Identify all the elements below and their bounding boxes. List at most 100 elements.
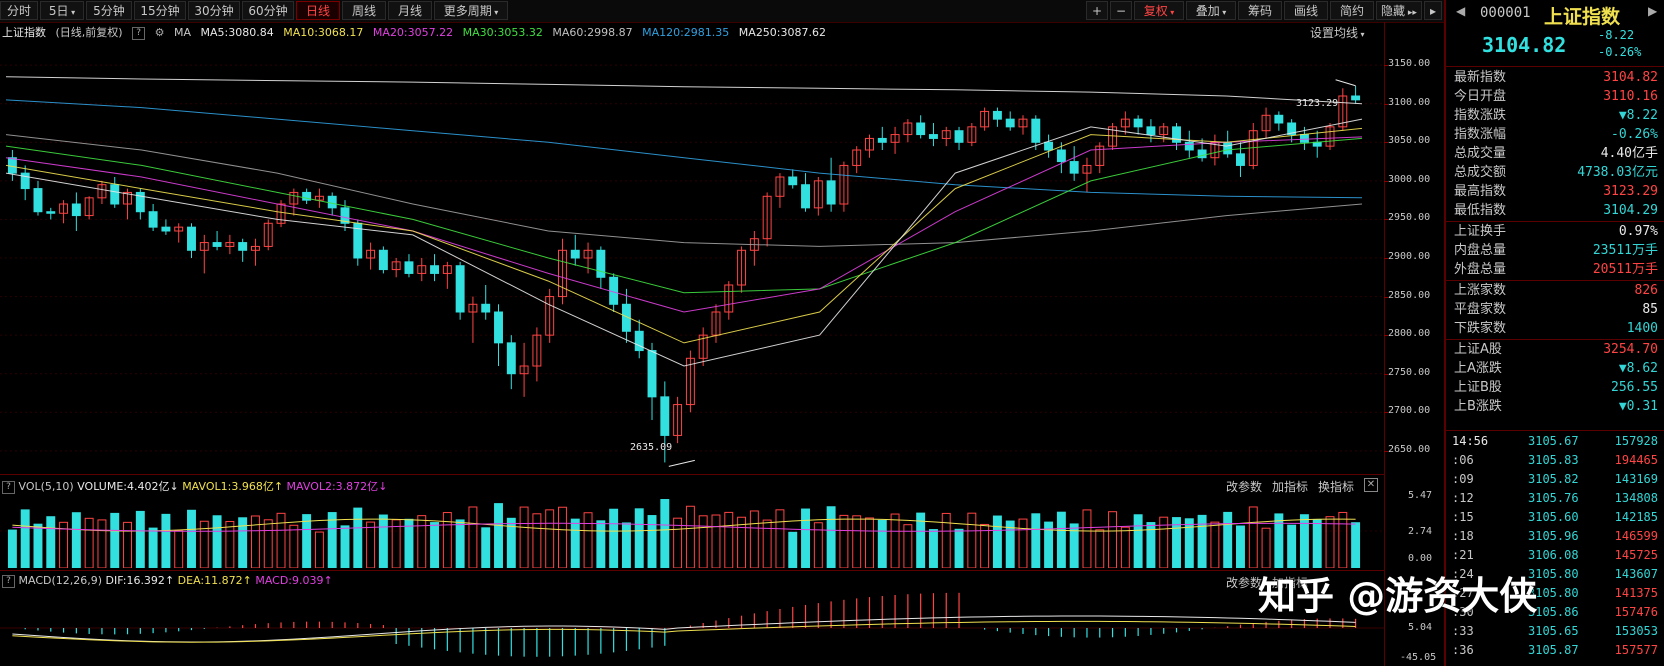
volume-bar — [711, 514, 721, 568]
tick-row: 14:56 3105.67 157928 — [1448, 432, 1662, 451]
volume-bar — [1044, 521, 1054, 568]
caret-right-icon[interactable]: ▶ — [1648, 4, 1658, 18]
tick-row: :36 3105.87 157577 — [1448, 641, 1662, 660]
watermark: 知乎 @游资大侠 — [1258, 574, 1538, 618]
tab-daily[interactable]: 日线 — [296, 1, 340, 20]
dea-value: DEA:11.872 — [177, 574, 243, 587]
candle-body — [1210, 141, 1220, 159]
candle-body — [442, 265, 452, 274]
high-annotation-leader — [1335, 79, 1356, 87]
help-icon[interactable]: ? — [132, 26, 146, 40]
tab-minute[interactable]: 分时 — [0, 1, 38, 20]
volume-bar — [59, 521, 69, 568]
tab-more-periods[interactable]: 更多周期 ▾ — [434, 1, 508, 20]
candle-body — [788, 176, 798, 186]
volume-bar — [865, 517, 874, 568]
macd-label: MACD(12,26,9) — [18, 574, 103, 587]
volume-bar — [225, 520, 235, 568]
quote-row-label: 上证A股 — [1454, 342, 1502, 357]
volume-bar — [1338, 511, 1348, 568]
price-change-pct: -0.26% — [1598, 45, 1642, 59]
axis-tick — [1384, 296, 1388, 298]
tick-volume: 141375 — [1614, 586, 1658, 600]
candle-body — [59, 203, 69, 214]
chart-mode: (日线,前复权) — [55, 26, 123, 39]
zoom-out-button[interactable]: − — [1110, 1, 1132, 20]
tab-30min[interactable]: 30分钟 — [188, 1, 240, 20]
tab-15min[interactable]: 15分钟 — [134, 1, 186, 20]
quote-row-value: 85 — [1642, 302, 1658, 317]
chips-button[interactable]: 筹码 — [1238, 1, 1282, 20]
candle-body — [660, 396, 670, 436]
vol-swap-indicator[interactable]: 换指标 — [1318, 480, 1355, 494]
arrow-up-icon: ↑ — [323, 574, 333, 587]
axis-tick — [1384, 180, 1388, 182]
tab-weekly[interactable]: 周线 — [342, 1, 386, 20]
draw-button[interactable]: 画线 — [1284, 1, 1328, 20]
macd-add-indicator[interactable]: 加指标 — [1272, 576, 1309, 590]
axis-tick — [1384, 450, 1388, 452]
candle-body — [775, 176, 785, 197]
overlay-button[interactable]: 叠加 ▾ — [1186, 1, 1236, 20]
quote-row: 内盘总量 23511万手 — [1454, 241, 1658, 260]
candle-body — [1325, 126, 1335, 147]
tick-row: :18 3105.96 146599 — [1448, 527, 1662, 546]
candle-body — [174, 226, 184, 232]
volume-bar — [123, 521, 132, 568]
scroll-right-button[interactable]: ▸ — [1424, 1, 1442, 20]
ma30-line — [5, 137, 1363, 294]
axis-tick — [1384, 373, 1388, 375]
macd-legend: ? MACD(12,26,9) DIF:16.392↑ DEA:11.872↑ … — [2, 574, 333, 588]
tab-5min[interactable]: 5分钟 — [86, 1, 132, 20]
candle-body — [84, 197, 94, 217]
help-icon[interactable]: ? — [2, 574, 15, 588]
tick-price: 3105.80 — [1528, 586, 1579, 600]
volume-bar — [545, 509, 555, 568]
quote-row: 上证换手 0.97% — [1454, 222, 1658, 241]
tab-5day[interactable]: 5日 ▾ — [40, 1, 84, 20]
candle-body — [1031, 118, 1041, 143]
close-icon[interactable]: ✕ — [1364, 478, 1378, 492]
volume-bar — [71, 512, 81, 568]
quote-row-label: 最高指数 — [1454, 184, 1507, 199]
volume-bar — [916, 512, 926, 568]
candle-body — [71, 203, 81, 217]
vol-add-indicator[interactable]: 加指标 — [1272, 480, 1309, 494]
zoom-in-button[interactable]: + — [1086, 1, 1108, 20]
volume-bar — [135, 510, 145, 568]
volume-bar — [417, 515, 427, 568]
candlestick-chart[interactable] — [0, 42, 1384, 474]
period-toolbar: 分时 5日 ▾ 5分钟 15分钟 30分钟 60分钟 日线 周线 月线 更多周期… — [0, 0, 1444, 23]
caret-down-icon: ▾ — [1219, 8, 1227, 17]
quote-row-value: 3104.82 — [1603, 70, 1658, 85]
adjust-button[interactable]: 复权 ▾ — [1134, 1, 1184, 20]
help-icon[interactable]: ? — [2, 480, 15, 494]
volume-bar — [558, 506, 567, 568]
candle-body — [123, 191, 132, 205]
tab-60min[interactable]: 60分钟 — [242, 1, 294, 20]
candle-body — [737, 249, 747, 286]
volume-bar — [775, 509, 785, 568]
volume-bar — [903, 524, 913, 568]
volume-bar — [788, 531, 798, 568]
volume-bar — [698, 515, 708, 568]
volume-bar — [1351, 522, 1361, 568]
gear-icon[interactable]: ⚙ — [154, 26, 165, 39]
volume-bar — [20, 509, 30, 568]
caret-left-icon[interactable]: ◀ — [1456, 4, 1466, 18]
volume-bar — [1133, 514, 1143, 568]
quote-row: 最高指数 3123.29 — [1454, 182, 1658, 201]
volume-bar — [289, 524, 299, 568]
quote-panel: ◀ 000001 上证指数 ▶ 3104.82 -8.22 -0.26% 最新指… — [1444, 0, 1664, 666]
candle-body — [430, 265, 440, 274]
candle-body — [20, 172, 30, 190]
price-axis-label: 2800.00 — [1388, 328, 1431, 340]
candle-body — [225, 242, 235, 247]
macd-change-params[interactable]: 改参数 — [1226, 576, 1263, 590]
hide-button[interactable]: 隐藏 ▸▸ — [1376, 1, 1422, 20]
volume-bar — [813, 522, 823, 568]
tab-monthly[interactable]: 月线 — [388, 1, 432, 20]
vol-change-params[interactable]: 改参数 — [1226, 480, 1263, 494]
simple-button[interactable]: 简约 — [1330, 1, 1374, 20]
ma-settings-link[interactable]: 设置均线 ▾ — [1310, 24, 1365, 41]
